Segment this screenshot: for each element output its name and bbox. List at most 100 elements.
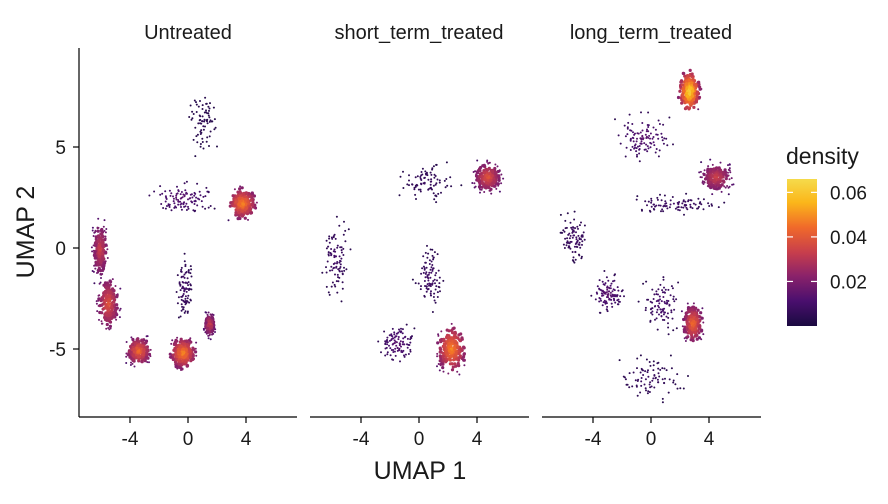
point: [202, 125, 205, 128]
point: [114, 285, 117, 287]
point: [410, 337, 413, 339]
point: [701, 329, 704, 331]
point: [137, 340, 141, 344]
point: [426, 244, 428, 247]
point: [428, 284, 430, 287]
point: [137, 349, 141, 353]
point: [195, 111, 198, 113]
x-tick-label: 0: [183, 429, 194, 450]
point: [699, 176, 702, 179]
point: [128, 355, 132, 359]
point: [689, 331, 693, 335]
point: [426, 283, 429, 286]
point: [409, 348, 412, 351]
point: [647, 375, 650, 378]
point: [342, 254, 345, 256]
point: [571, 236, 574, 239]
point: [658, 123, 661, 125]
point: [662, 308, 665, 311]
point: [185, 180, 188, 183]
point: [603, 270, 606, 272]
point: [574, 243, 577, 245]
point: [160, 203, 163, 205]
point: [183, 288, 186, 291]
point: [655, 300, 658, 303]
point: [658, 302, 661, 305]
point: [644, 306, 647, 309]
point: [180, 266, 183, 269]
point: [197, 105, 200, 108]
point: [698, 324, 702, 328]
point: [569, 247, 572, 250]
point: [654, 318, 656, 321]
point: [164, 200, 167, 203]
point: [574, 227, 577, 230]
point: [444, 351, 448, 355]
point: [342, 247, 345, 250]
point: [608, 290, 611, 293]
point: [321, 271, 324, 274]
point: [711, 204, 713, 207]
point: [617, 300, 620, 303]
point: [656, 362, 659, 365]
point: [340, 251, 343, 254]
point: [488, 161, 491, 164]
point: [480, 188, 483, 191]
point: [572, 234, 575, 237]
point: [571, 259, 574, 262]
point: [600, 299, 602, 302]
point: [398, 347, 401, 350]
point: [477, 180, 482, 184]
point: [656, 133, 659, 136]
point: [169, 194, 172, 197]
point: [175, 194, 178, 197]
point: [568, 242, 571, 245]
point: [442, 279, 445, 282]
point: [454, 353, 458, 357]
point: [625, 146, 628, 149]
point: [343, 220, 345, 223]
point: [681, 202, 684, 205]
point: [112, 289, 116, 293]
point: [249, 198, 253, 202]
point: [647, 369, 649, 372]
point: [187, 347, 191, 351]
point: [605, 308, 608, 311]
point: [423, 268, 426, 271]
point: [655, 317, 658, 320]
point: [496, 182, 500, 186]
point: [702, 198, 705, 201]
point: [659, 308, 662, 311]
point: [170, 342, 173, 345]
point: [658, 149, 661, 152]
point: [645, 358, 648, 361]
point: [664, 288, 667, 291]
point: [644, 370, 647, 373]
point: [107, 283, 111, 287]
point: [642, 374, 645, 376]
point: [184, 189, 187, 192]
point: [436, 253, 439, 256]
point: [239, 185, 242, 188]
point: [573, 218, 576, 221]
point: [201, 141, 204, 143]
point: [342, 233, 345, 236]
point: [178, 355, 182, 359]
point: [107, 297, 112, 302]
point: [559, 231, 562, 234]
point: [653, 293, 656, 296]
point: [487, 186, 491, 190]
point: [436, 279, 438, 282]
point: [164, 190, 167, 193]
point: [205, 102, 208, 105]
point: [657, 367, 660, 370]
point: [644, 387, 647, 390]
point: [404, 335, 407, 338]
point: [181, 305, 184, 308]
point: [671, 196, 674, 198]
point: [686, 306, 691, 310]
point: [453, 362, 457, 366]
point: [578, 224, 581, 227]
point: [598, 297, 601, 299]
point: [559, 213, 562, 216]
